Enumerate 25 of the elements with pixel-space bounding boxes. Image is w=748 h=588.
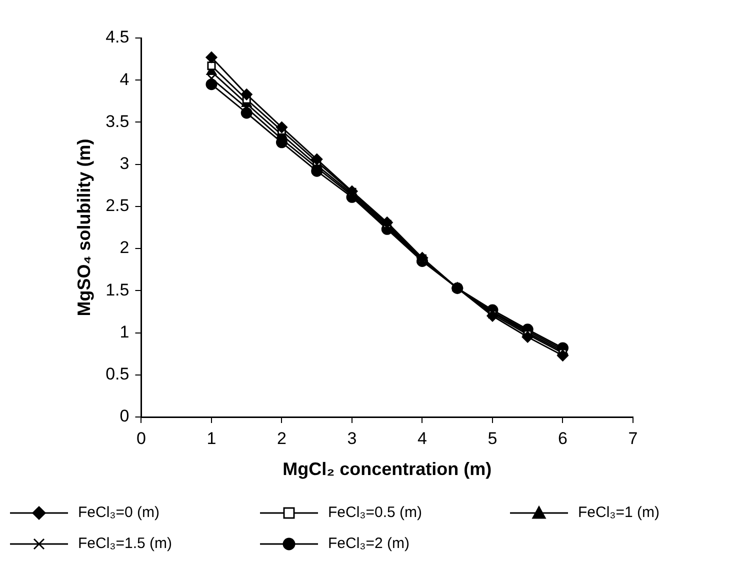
y-tick-label: 2	[120, 238, 130, 258]
y-tick-label: 3.5	[106, 112, 130, 131]
legend-label: FeCl₃=0.5 (m)	[328, 504, 422, 521]
x-tick-label: 5	[488, 428, 498, 448]
y-tick-label: 1	[120, 322, 130, 342]
y-tick-label: 2.5	[106, 196, 130, 216]
x-tick-label: 0	[136, 428, 146, 448]
x-axis-title: MgCl₂ concentration (m)	[282, 459, 492, 480]
y-axis-title: MgSO₄ solubility (m)	[74, 138, 94, 316]
x-tick-label: 6	[558, 428, 568, 448]
y-tick-label: 0.5	[106, 364, 130, 384]
x-tick-label: 3	[347, 428, 357, 448]
x-tick-label: 1	[206, 428, 216, 448]
x-tick-label: 2	[277, 428, 286, 448]
x-tick-label: 7	[628, 428, 638, 448]
x-tick-label: 4	[418, 428, 427, 448]
legend-label: FeCl₃=0 (m)	[78, 504, 160, 521]
y-tick-label: 1.5	[106, 280, 130, 300]
legend-label: FeCl₃=1 (m)	[578, 504, 660, 521]
y-tick-label: 0	[120, 406, 130, 426]
legend-label: FeCl₃=2 (m)	[328, 535, 410, 552]
y-tick-label: 4	[120, 70, 130, 89]
y-tick-label: 3	[120, 154, 130, 174]
legend-label: FeCl₃=1.5 (m)	[78, 535, 172, 552]
y-tick-label: 4.5	[106, 28, 130, 47]
